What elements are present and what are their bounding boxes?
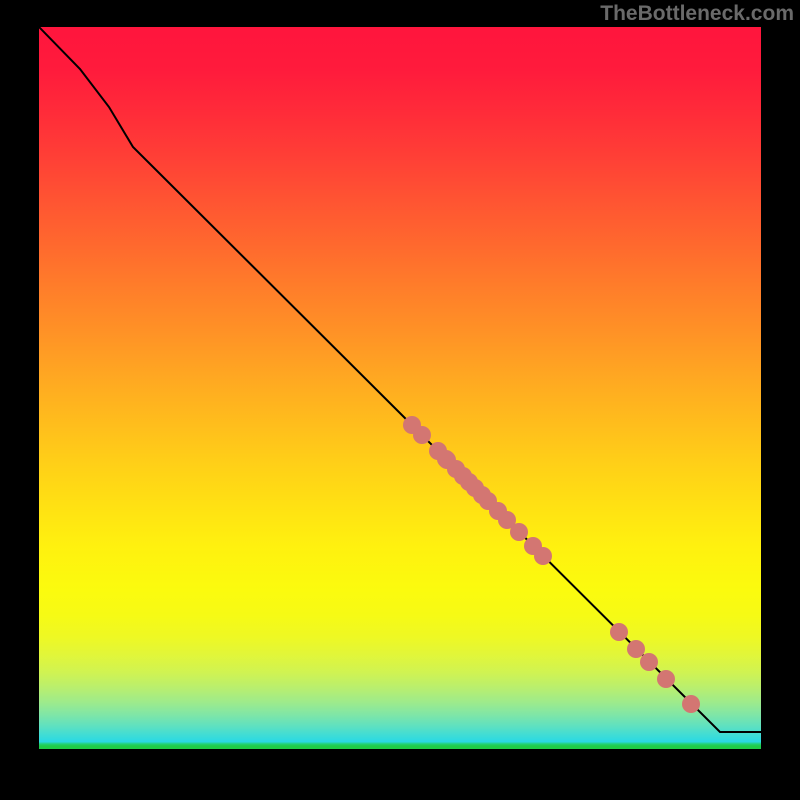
marker-point <box>657 670 675 688</box>
marker-point <box>640 653 658 671</box>
plot-area <box>39 27 761 761</box>
curve-and-markers <box>39 27 761 761</box>
marker-point <box>610 623 628 641</box>
marker-point <box>413 426 431 444</box>
curve-line <box>39 27 761 732</box>
marker-point <box>534 547 552 565</box>
marker-point <box>627 640 645 658</box>
canvas: TheBottleneck.com <box>0 0 800 800</box>
watermark-text: TheBottleneck.com <box>600 2 794 26</box>
marker-point <box>682 695 700 713</box>
marker-point <box>510 523 528 541</box>
